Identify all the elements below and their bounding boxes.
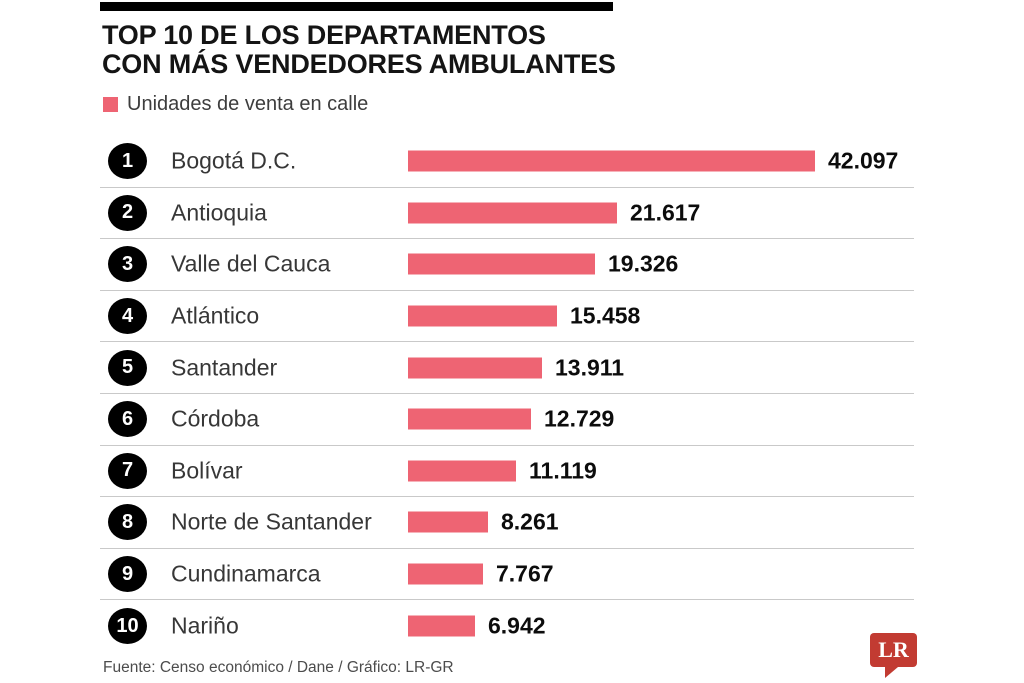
row-label: Cundinamarca xyxy=(171,560,321,587)
source-note: Fuente: Censo económico / Dane / Gráfico… xyxy=(103,659,454,676)
row-value: 15.458 xyxy=(570,302,641,329)
rank-badge: 8 xyxy=(108,504,147,541)
row-value: 19.326 xyxy=(608,250,679,277)
chart-row: 6 Córdoba 12.729 xyxy=(100,394,914,446)
rank-badge: 10 xyxy=(108,608,147,645)
rank-badge: 7 xyxy=(108,452,147,489)
row-bar xyxy=(408,202,617,224)
rank-badge: 2 xyxy=(108,194,147,231)
chart-row: 7 Bolívar 11.119 xyxy=(100,446,914,498)
chart-row: 1 Bogotá D.C. 42.097 xyxy=(100,136,914,188)
chart-row: 4 Atlántico 15.458 xyxy=(100,291,914,343)
row-bar xyxy=(408,511,488,533)
rank-badge: 1 xyxy=(108,143,147,180)
rank-badge: 9 xyxy=(108,556,147,593)
row-value: 8.261 xyxy=(501,508,559,535)
chart-title-line1: TOP 10 DE LOS DEPARTAMENTOS xyxy=(102,20,546,50)
row-value: 7.767 xyxy=(496,560,554,587)
row-bar xyxy=(408,253,595,275)
chart-row: 3 Valle del Cauca 19.326 xyxy=(100,239,914,291)
rank-badge: 5 xyxy=(108,349,147,386)
rank-badge: 4 xyxy=(108,298,147,335)
row-label: Atlántico xyxy=(171,302,260,329)
row-bar xyxy=(408,460,516,482)
legend: Unidades de venta en calle xyxy=(103,93,368,116)
chart-row: 2 Antioquia 21.617 xyxy=(100,188,914,240)
lr-logo: LR xyxy=(870,633,917,678)
chart-row: 10 Nariño 6.942 xyxy=(100,600,914,652)
chart-row: 8 Norte de Santander 8.261 xyxy=(100,497,914,549)
row-value: 42.097 xyxy=(828,147,899,174)
legend-swatch-icon xyxy=(103,97,118,112)
row-bar xyxy=(408,357,542,379)
row-label: Nariño xyxy=(171,612,239,639)
rank-badge: 6 xyxy=(108,401,147,438)
chart-rows: 1 Bogotá D.C. 42.097 2 Antioquia 21.617 … xyxy=(100,136,914,652)
row-value: 6.942 xyxy=(488,612,546,639)
row-bar xyxy=(408,615,475,637)
row-label: Córdoba xyxy=(171,405,260,432)
chart-title: TOP 10 DE LOS DEPARTAMENTOS CON MÁS VEND… xyxy=(102,20,616,80)
legend-label: Unidades de venta en calle xyxy=(127,93,369,115)
row-label: Bolívar xyxy=(171,457,243,484)
row-value: 21.617 xyxy=(630,199,701,226)
lr-logo-tail xyxy=(885,667,898,678)
row-value: 13.911 xyxy=(555,354,625,381)
row-label: Antioquia xyxy=(171,199,267,226)
chart-title-line2: CON MÁS VENDEDORES AMBULANTES xyxy=(102,49,616,80)
row-value: 11.119 xyxy=(529,457,597,484)
row-bar xyxy=(408,150,815,172)
rank-badge: 3 xyxy=(108,246,147,283)
row-bar xyxy=(408,305,557,327)
row-value: 12.729 xyxy=(544,405,615,432)
row-bar xyxy=(408,408,531,430)
chart-row: 9 Cundinamarca 7.767 xyxy=(100,549,914,601)
row-label: Santander xyxy=(171,354,278,381)
row-label: Bogotá D.C. xyxy=(171,147,297,174)
row-bar xyxy=(408,563,483,585)
row-label: Norte de Santander xyxy=(171,508,372,535)
chart-row: 5 Santander 13.911 xyxy=(100,342,914,394)
lr-logo-box: LR xyxy=(870,633,917,667)
top-rule xyxy=(100,2,613,11)
row-label: Valle del Cauca xyxy=(171,250,331,277)
